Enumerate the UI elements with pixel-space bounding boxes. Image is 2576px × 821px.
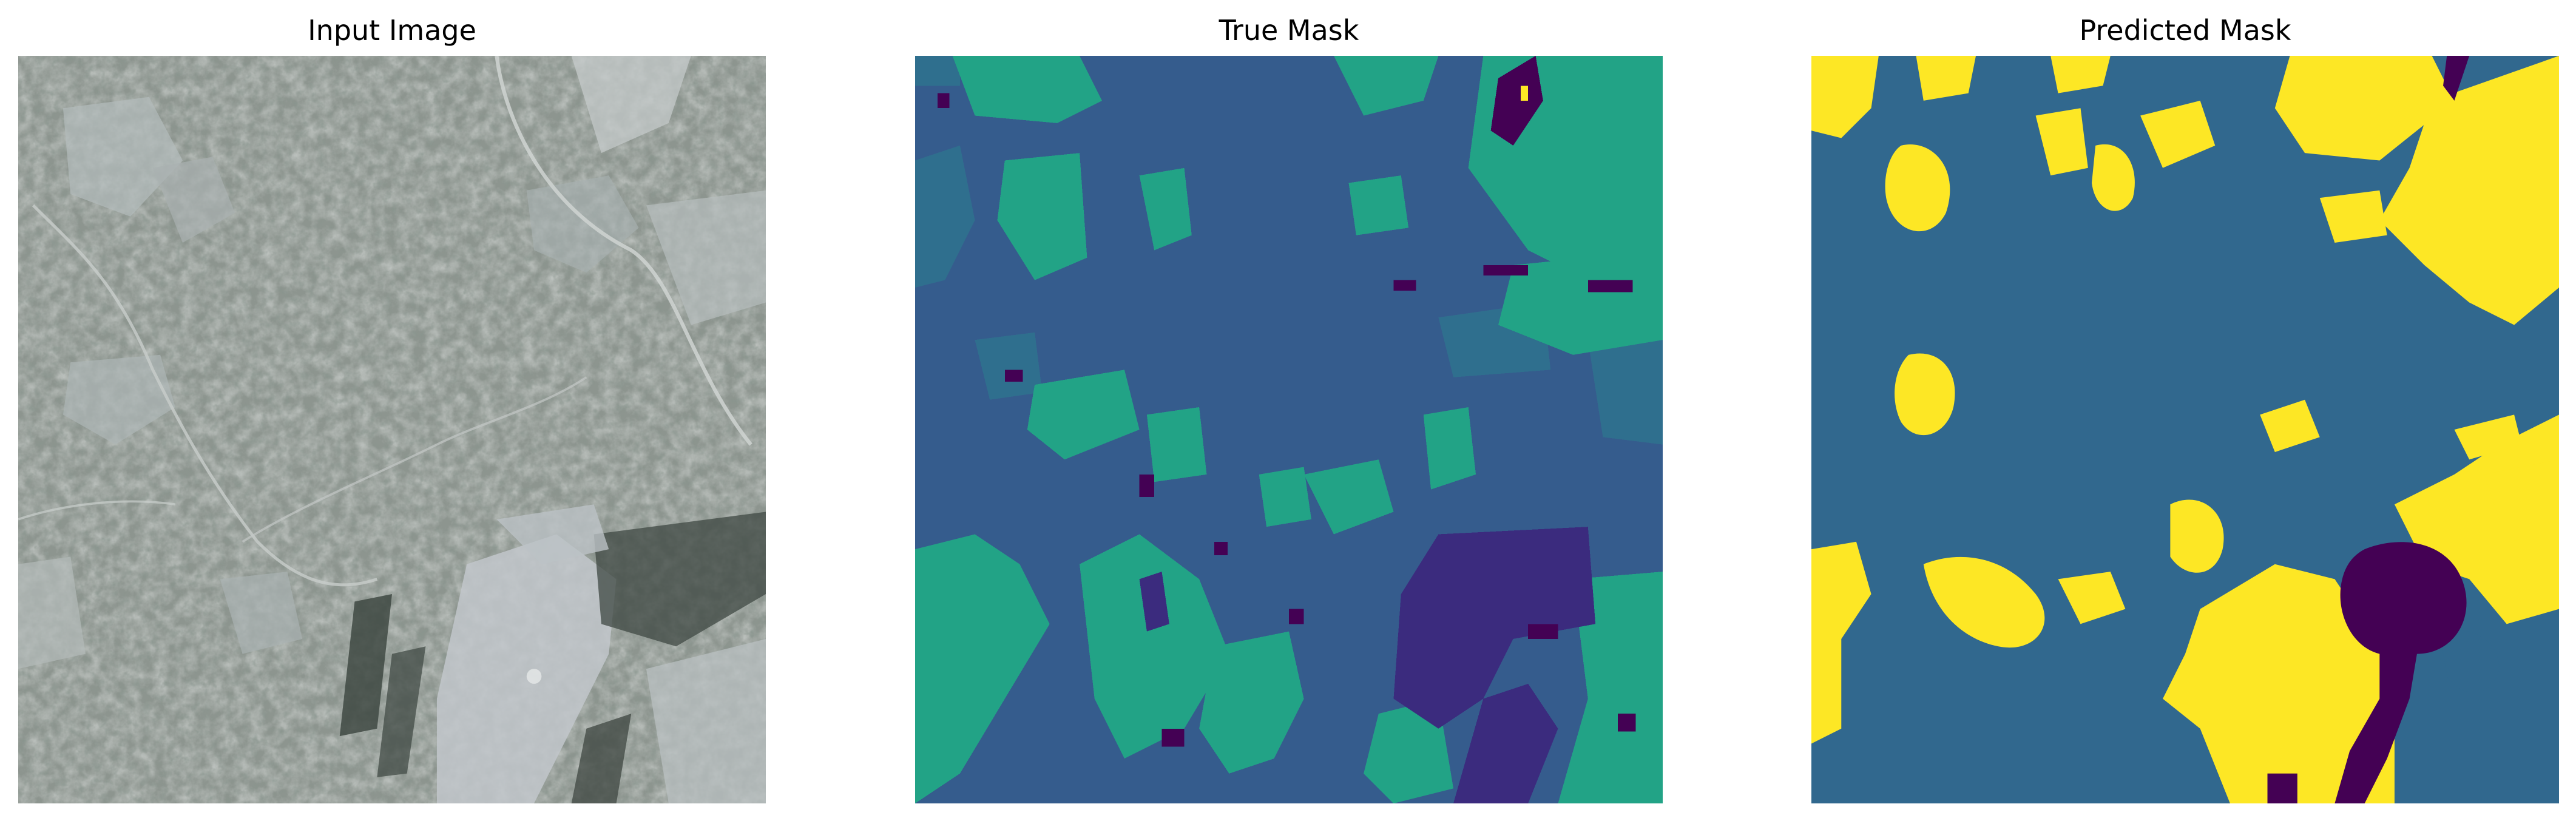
class-region-dark-purple (2267, 773, 2297, 803)
class-region-blue (2439, 629, 2500, 692)
clearing (18, 556, 86, 669)
segmentation-mask (915, 56, 1663, 803)
class-region-green (1348, 175, 1409, 235)
class-region-green (1303, 459, 1394, 535)
class-region-green (1364, 698, 1454, 803)
class-region-yellow (1811, 56, 1879, 138)
class-region-dark-purple (1161, 728, 1185, 747)
class-region-green (1423, 407, 1476, 490)
clearing (646, 190, 766, 325)
class-region-green (1139, 167, 1192, 251)
class-region-teal (915, 56, 960, 86)
true-mask-title: True Mask (1219, 14, 1359, 47)
class-region-dark-purple (1393, 280, 1416, 291)
segmentation-mask (1811, 56, 2559, 803)
class-region-indigo (1139, 572, 1169, 632)
dark-strip (339, 594, 392, 737)
class-region-yellow (2163, 564, 2395, 803)
true-mask-panel (915, 56, 1663, 803)
class-region-indigo (1393, 527, 1596, 729)
class-region-yellow (2454, 414, 2522, 460)
class-region-indigo (1453, 683, 1558, 803)
class-region-yellow (2379, 56, 2559, 325)
class-region-dark-purple (1490, 56, 1543, 146)
predicted-mask-title: Predicted Mask (2079, 14, 2291, 47)
road (32, 204, 378, 587)
class-region-green (1146, 407, 1207, 482)
class-region-dark-purple (2443, 56, 2470, 101)
class-region-yellow (2274, 56, 2455, 161)
class-region-yellow (1895, 353, 1955, 436)
clearing (571, 56, 691, 154)
class-region-dark-purple (937, 93, 950, 109)
class-region-yellow (2058, 572, 2126, 624)
class-region-yellow (1811, 541, 1871, 744)
class-region-green (1498, 250, 1663, 355)
class-region-dark-purple (1289, 609, 1304, 624)
building (526, 669, 542, 684)
class-region-yellow (2140, 100, 2216, 168)
class-region-teal (975, 332, 1043, 400)
class-region-green (1558, 572, 1663, 803)
class-region-teal (915, 145, 975, 288)
class-region-yellow (2484, 459, 2559, 542)
class-region-yellow (1520, 86, 1529, 101)
class-region-dark-purple (1004, 370, 1023, 382)
class-region-green (1259, 467, 1311, 527)
clearing (63, 96, 183, 217)
class-region-yellow (2394, 414, 2559, 624)
input-image-panel (18, 56, 766, 803)
clearing (220, 572, 303, 654)
class-region-yellow (2170, 499, 2224, 573)
class-region-green (915, 534, 1050, 803)
class-region-green (952, 56, 1102, 123)
class-region-dark-purple (1618, 714, 1636, 732)
class-region-yellow (2092, 144, 2135, 211)
class-region-yellow (1916, 56, 1976, 101)
dark-strip (377, 646, 426, 777)
predicted-mask-panel (1811, 56, 2559, 803)
field (436, 534, 617, 803)
road (495, 56, 752, 446)
class-region-green (1080, 534, 1229, 759)
field (496, 504, 609, 564)
class-region-yellow (1885, 144, 1950, 232)
class-region-dark-purple (1139, 474, 1155, 497)
class-region-yellow (2319, 190, 2387, 243)
clearing (526, 175, 639, 273)
class-region-yellow (2050, 56, 2111, 93)
clearing (63, 354, 175, 445)
class-region-yellow (2260, 399, 2320, 452)
clearing (152, 157, 235, 243)
dark-strip (571, 714, 632, 803)
class-region-green (1027, 370, 1140, 460)
class-region-dark-purple (1214, 541, 1228, 555)
dark-field (593, 512, 766, 647)
aerial-photo (18, 56, 766, 803)
class-region-green (997, 153, 1087, 280)
class-region-teal (1587, 340, 1663, 445)
class-region-dark-purple (1528, 624, 1558, 639)
field (646, 638, 766, 803)
road (18, 500, 175, 521)
class-region-green (1199, 631, 1304, 774)
road (242, 376, 587, 543)
class-region-yellow (1923, 556, 2045, 648)
input-image-title: Input Image (308, 14, 476, 47)
class-region-dark-purple (1587, 280, 1633, 292)
class-region-dark-purple (1483, 265, 1529, 276)
class-region-dark-purple (2334, 542, 2467, 803)
class-region-green (1333, 56, 1439, 116)
class-region-yellow (2035, 108, 2088, 176)
